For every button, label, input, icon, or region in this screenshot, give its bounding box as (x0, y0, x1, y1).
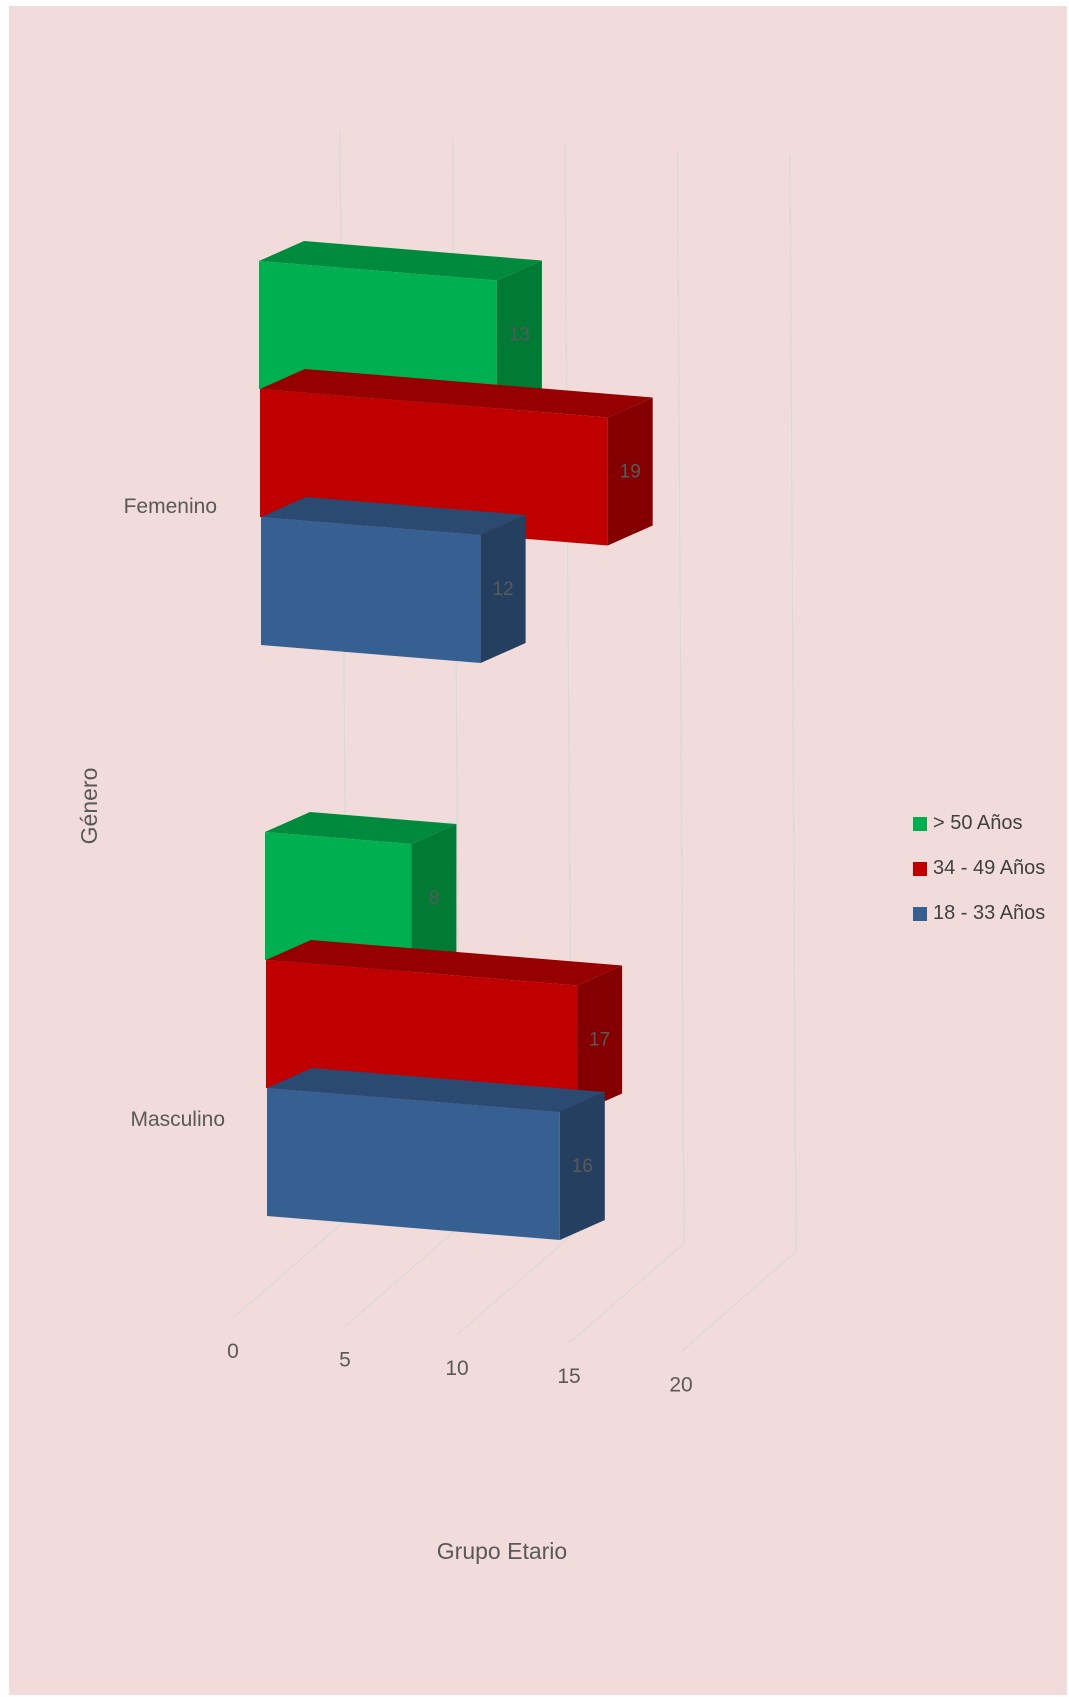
legend-swatch-34-49 (913, 861, 927, 876)
floor-gridline (456, 1234, 573, 1336)
legend-label-34-49: 34 - 49 Años (933, 857, 1046, 879)
legend-swatch-gt50 (913, 816, 927, 831)
data-label--50-a-os-0: 13 (509, 325, 530, 346)
bar-side--50-a-os-1 (411, 824, 457, 972)
data-label--50-a-os-1: 8 (429, 888, 440, 909)
wall-gridline (676, 148, 685, 1244)
legend-swatch-18-33 (913, 906, 927, 921)
x-tick-label: 10 (445, 1357, 468, 1380)
bar-top-34-49-a-os-0 (260, 369, 653, 418)
bar-top-18-33-a-os-0 (261, 497, 526, 535)
bars (259, 241, 653, 1240)
legend-item-gt50: > 50 Años (913, 801, 1045, 846)
y-axis-title: Género (76, 768, 102, 845)
bar-chart-3d: 13 19 12 8 17 16 Femenino Masculino 0 5 10 15 20 Grup… (76, 130, 797, 1564)
data-label-34-49-a-os-1: 17 (589, 1030, 610, 1051)
bar-side-18-33-a-os-0 (480, 515, 526, 663)
floor-gridline (232, 1217, 349, 1319)
x-tick-label: 5 (339, 1348, 351, 1371)
bar-top--50-a-os-1 (265, 812, 457, 844)
bar-side--50-a-os-0 (496, 260, 542, 409)
bar--50-a-os-1 (265, 832, 412, 972)
bar-18-33-a-os-0 (261, 517, 481, 663)
floor-gridline (568, 1242, 685, 1344)
legend-item-18-33: 18 - 33 Años (913, 891, 1045, 936)
wall-gridline (789, 154, 797, 1252)
bar-18-33-a-os-1 (267, 1088, 560, 1240)
x-tick-label: 0 (227, 1340, 239, 1363)
category-label-femenino: Femenino (124, 495, 217, 518)
bar-top-34-49-a-os-1 (266, 940, 623, 986)
x-tick-label: 15 (557, 1365, 580, 1388)
category-label-masculino: Masculino (130, 1108, 225, 1131)
x-axis-title: Grupo Etario (437, 1538, 567, 1564)
legend-item-34-49: 34 - 49 Años (913, 846, 1045, 891)
data-label-34-49-a-os-0: 19 (620, 462, 641, 483)
data-label-18-33-a-os-0: 12 (493, 579, 514, 600)
legend-label-gt50: > 50 Años (933, 812, 1023, 834)
floor-gridline (344, 1225, 461, 1327)
bar-side-18-33-a-os-1 (559, 1092, 605, 1240)
bar-top-18-33-a-os-1 (267, 1068, 605, 1112)
bar-side-34-49-a-os-0 (607, 397, 653, 546)
legend: > 50 Años 34 - 49 Años 18 - 33 Años (913, 801, 1045, 936)
x-tick-label: 20 (669, 1374, 692, 1397)
legend-label-18-33: 18 - 33 Años (933, 902, 1046, 924)
floor-gridline (680, 1251, 797, 1353)
data-label-18-33-a-os-1: 16 (572, 1156, 593, 1177)
chart-area: 13 19 12 8 17 16 Femenino Masculino 0 5 10 15 20 Grup… (9, 6, 1067, 1695)
bar-top--50-a-os-0 (259, 241, 542, 281)
labels: 13 19 12 8 17 16 Femenino Masculino 0 5 10 15 20 Grup… (76, 325, 693, 1564)
bar-side-34-49-a-os-1 (577, 965, 623, 1114)
